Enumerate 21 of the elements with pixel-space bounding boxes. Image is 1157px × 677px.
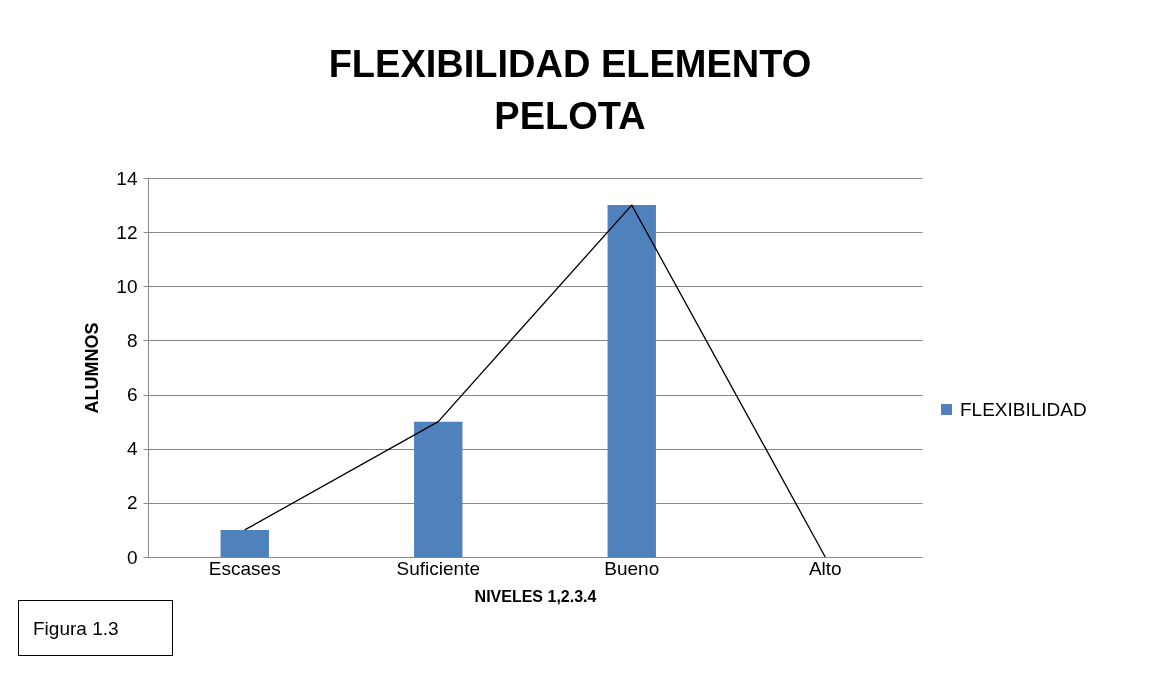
text: Figura 1.3	[18, 600, 173, 656]
bar	[220, 529, 269, 557]
y-tick-label: 12	[116, 221, 138, 243]
x-tick-label: Bueno	[604, 557, 660, 579]
y-axis-title: ALUMNOS	[82, 322, 103, 414]
x-tick-label: Escases	[208, 557, 281, 579]
x-tick-label: Alto	[808, 557, 842, 579]
y-tick-label: 6	[126, 384, 138, 406]
legend-label: FLEXIBILIDAD	[960, 398, 1087, 420]
y-tick-label: 0	[126, 546, 138, 568]
line-series	[244, 204, 826, 558]
y-tick-label: 14	[116, 167, 138, 189]
y-tick-label: 2	[126, 492, 138, 514]
chart-title: FLEXIBILIDAD ELEMENTO PELOTA	[328, 43, 812, 137]
y-tick-label: 8	[126, 329, 138, 351]
bar	[414, 421, 463, 557]
bar	[607, 205, 656, 557]
y-tick-label: 4	[126, 438, 138, 460]
y-tick-label: 10	[116, 275, 138, 297]
x-tick-label: Suficiente	[396, 557, 480, 579]
x-axis-title: NIVELES 1,2.3.4	[474, 587, 597, 605]
